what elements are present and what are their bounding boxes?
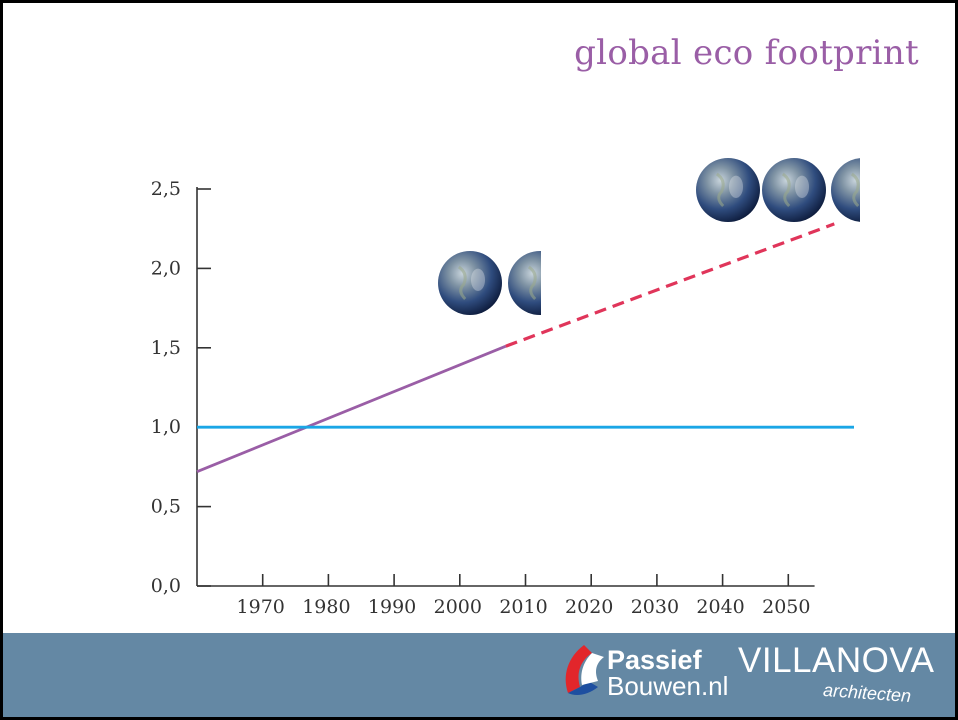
earth-clouds [470, 268, 486, 291]
earth-icons [438, 158, 878, 315]
dutch-flag-icon [565, 645, 604, 695]
earth-landmass [457, 265, 467, 301]
earth-globe [762, 158, 826, 222]
eco-footprint-chart: 0,0 0,5 1,0 1,5 2,0 2,5 1970 1980 1990 2000 2010 20… [151, 158, 878, 618]
earth-4 [762, 158, 826, 222]
x-tick-label: 2040 [696, 596, 744, 618]
x-tick-label: 1980 [302, 596, 350, 618]
x-tick-label: 1990 [368, 596, 416, 618]
y-tick-label: 1,5 [151, 337, 181, 359]
villanova-logo-text[interactable]: VILLANOVA [738, 641, 935, 680]
x-tick-label: 2010 [499, 596, 547, 618]
series-line-1 [196, 344, 507, 473]
earth-globe [508, 251, 541, 315]
villanova-subtitle: architecten [822, 679, 912, 707]
earth-clouds [864, 176, 878, 198]
passief-bouwen-logo[interactable]: Passief Bouwen.nl [558, 641, 738, 701]
passief-text: Passief [607, 645, 702, 675]
earth-clouds [728, 175, 744, 198]
y-tick-label: 2,0 [151, 257, 181, 279]
x-tick-label: 2050 [762, 596, 810, 618]
earth-globe [831, 158, 860, 222]
earth-globe [438, 251, 502, 315]
y-tick-label: 0,0 [151, 575, 181, 597]
earth-landmass [781, 172, 791, 208]
bouwen-text: Bouwen.nl [607, 671, 729, 701]
earth-clouds [540, 278, 541, 281]
x-tick-label: 1970 [237, 596, 285, 618]
earth-globe [696, 158, 760, 222]
y-tick-label: 0,5 [151, 496, 181, 518]
x-tick-label: 2000 [434, 596, 482, 618]
series-lines [196, 222, 854, 473]
footer-bar: Passief Bouwen.nl VILLANOVA architecten [3, 633, 955, 717]
earth-3 [696, 158, 760, 222]
x-tick-label: 2020 [565, 596, 613, 618]
x-tick-label: 2030 [631, 596, 679, 618]
earth-2-half [508, 251, 541, 315]
y-tick-label: 1,0 [151, 416, 181, 438]
y-tick-label: 2,5 [151, 178, 181, 200]
series-line-2 [505, 222, 835, 348]
earth-landmass [715, 172, 725, 208]
earth-1 [438, 251, 502, 315]
slide: global eco footprint 0,0 0,5 1,0 1,5 2,0 2,5 1… [3, 3, 955, 717]
axes: 0,0 0,5 1,0 1,5 2,0 2,5 1970 1980 1990 2000 2010 20… [151, 178, 815, 618]
earth-landmass [527, 265, 537, 301]
earth-clouds [794, 175, 810, 198]
earth-landmass [850, 172, 860, 208]
earth-5-half [831, 158, 878, 222]
slide-title: global eco footprint [574, 33, 919, 73]
